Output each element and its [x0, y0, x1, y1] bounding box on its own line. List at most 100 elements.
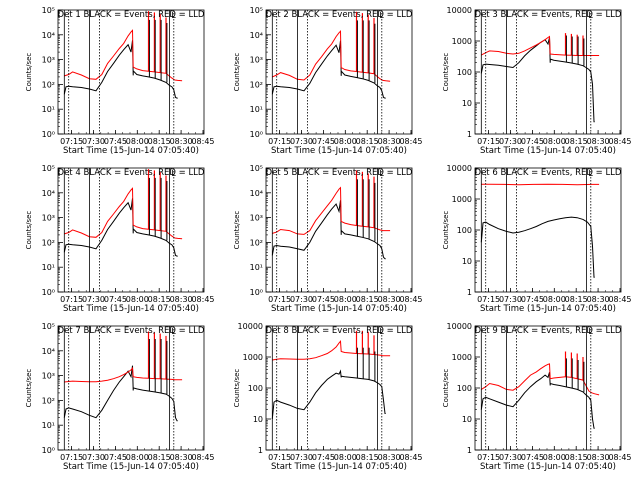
y-tick-label: 10 [462, 257, 472, 266]
marker-label: L [588, 327, 593, 336]
x-tick-label: 08:15 [356, 295, 379, 304]
panel-title: Det 9 BLACK = Events, RED = LLD [475, 326, 622, 336]
x-axis-label: Start Time (15-Jun-14 07:05:40) [480, 304, 616, 314]
marker-label: L [171, 11, 176, 20]
y-axis-label: Counts/sec [442, 53, 450, 92]
y-tick-label: 10⁵ [42, 164, 55, 173]
y-axis-label: Counts/sec [233, 211, 241, 250]
x-tick-label: 07:45 [104, 137, 127, 146]
events-series-line [63, 365, 178, 422]
panel-title: Det 4 BLACK = Events, RED = LLD [58, 168, 205, 178]
y-tick-label: 10⁴ [42, 347, 55, 356]
detector-panel-6: L 1 10 100 1000 10000 07:1507:3007:4508:0008:1… [442, 164, 632, 314]
x-tick-label: 08:15 [148, 453, 171, 462]
x-axis-label: Start Time (15-Jun-14 07:05:40) [480, 462, 616, 472]
y-tick-label: 100 [248, 384, 263, 393]
x-tick-label: 07:15 [477, 137, 500, 146]
axes-frame [265, 9, 413, 135]
x-tick-label: 08:00 [543, 453, 566, 462]
x-tick-label: 08:00 [334, 137, 357, 146]
x-tick-label: 07:30 [82, 453, 105, 462]
y-tick-label: 10² [42, 238, 55, 247]
y-axis-label: Counts/sec [25, 369, 33, 408]
x-tick-label: 07:45 [521, 137, 544, 146]
marker-label: L [171, 327, 176, 336]
x-tick-label: 07:15 [477, 295, 500, 304]
y-tick-label: 10⁴ [250, 189, 263, 198]
y-tick-label: 1000 [452, 37, 472, 46]
x-tick-label: 07:30 [82, 137, 105, 146]
axes-frame [57, 167, 205, 293]
x-tick-label: 08:30 [170, 295, 193, 304]
marker-label: L [588, 169, 593, 178]
y-tick-label: 10¹ [42, 421, 55, 430]
x-tick-label: 08:00 [126, 295, 149, 304]
y-tick-label: 10⁴ [250, 31, 263, 40]
x-tick-label: 08:30 [170, 137, 193, 146]
y-tick-label: 10¹ [42, 263, 55, 272]
x-tick-label: 07:45 [312, 295, 335, 304]
panel-title: Det 3 BLACK = Events, RED = LLD [475, 10, 622, 20]
detector-panel-3: L 1 10 100 1000 10000 07:1507:3007:4508:0008:1… [442, 6, 632, 156]
y-tick-label: 1000 [243, 353, 263, 362]
x-tick-label: 08:00 [334, 295, 357, 304]
lld-series-line [64, 187, 183, 240]
axes-frame [57, 325, 205, 451]
x-tick-label: 08:30 [378, 453, 401, 462]
y-axis-label: Counts/sec [25, 211, 33, 250]
y-axis-label: Counts/sec [442, 369, 450, 408]
x-tick-label: 07:30 [290, 453, 313, 462]
x-tick-label: 07:15 [60, 137, 83, 146]
y-tick-label: 10⁰ [42, 288, 55, 297]
y-tick-label: 10⁰ [250, 130, 263, 139]
y-tick-label: 10⁵ [42, 322, 55, 331]
x-tick-label: 07:15 [268, 137, 291, 146]
y-tick-label: 1 [467, 446, 472, 455]
marker-label: L [171, 169, 176, 178]
y-tick-label: 10² [250, 80, 263, 89]
detector-panel-5: L10⁰10¹10²10³10⁴10⁵07:1507:3007:4508:000… [233, 164, 423, 314]
x-tick-label: 07:30 [499, 137, 522, 146]
y-tick-label: 10³ [42, 56, 55, 65]
y-tick-label: 1 [467, 130, 472, 139]
x-tick-label: 07:45 [104, 295, 127, 304]
x-tick-label: 07:30 [82, 295, 105, 304]
y-tick-label: 10⁰ [250, 288, 263, 297]
x-tick-label: 07:45 [312, 453, 335, 462]
axes-frame [474, 9, 622, 135]
x-tick-label: 07:45 [521, 295, 544, 304]
y-tick-label: 10 [253, 415, 263, 424]
lld-series-line [272, 340, 391, 361]
y-tick-label: 10² [250, 238, 263, 247]
y-tick-label: 10² [42, 396, 55, 405]
x-tick-label: 08:45 [191, 137, 214, 146]
lld-series-line [481, 183, 600, 186]
axes-frame [474, 167, 622, 293]
marker-label: L [379, 11, 384, 20]
y-axis-label: Counts/sec [233, 369, 241, 408]
y-axis-label: Counts/sec [233, 53, 241, 92]
x-axis-label: Start Time (15-Jun-14 07:05:40) [63, 462, 199, 472]
x-tick-label: 08:15 [565, 295, 588, 304]
x-axis-label: Start Time (15-Jun-14 07:05:40) [63, 146, 199, 156]
axes-frame [57, 9, 205, 135]
x-tick-label: 08:45 [608, 453, 631, 462]
detector-panel-2: L10⁰10¹10²10³10⁴10⁵07:1507:3007:4508:000… [233, 6, 423, 156]
x-tick-label: 07:45 [312, 137, 335, 146]
y-tick-label: 10⁵ [250, 164, 263, 173]
x-tick-label: 07:15 [477, 453, 500, 462]
y-tick-label: 10⁴ [42, 189, 55, 198]
x-axis-label: Start Time (15-Jun-14 07:05:40) [480, 146, 616, 156]
x-tick-label: 08:15 [356, 453, 379, 462]
y-tick-label: 100 [457, 384, 472, 393]
x-tick-label: 08:45 [608, 295, 631, 304]
y-tick-label: 10⁵ [250, 6, 263, 15]
x-tick-label: 07:45 [521, 453, 544, 462]
panel-title: Det 8 BLACK = Events, RED = LLD [266, 326, 413, 336]
detector-panel-8: L 1 10 100 1000 10000 07:1507:3007:4508:0008:1… [233, 322, 423, 472]
x-axis-label: Start Time (15-Jun-14 07:05:40) [271, 146, 407, 156]
x-tick-label: 08:45 [399, 137, 422, 146]
events-series-line [271, 369, 386, 420]
y-tick-label: 10000 [447, 6, 472, 15]
